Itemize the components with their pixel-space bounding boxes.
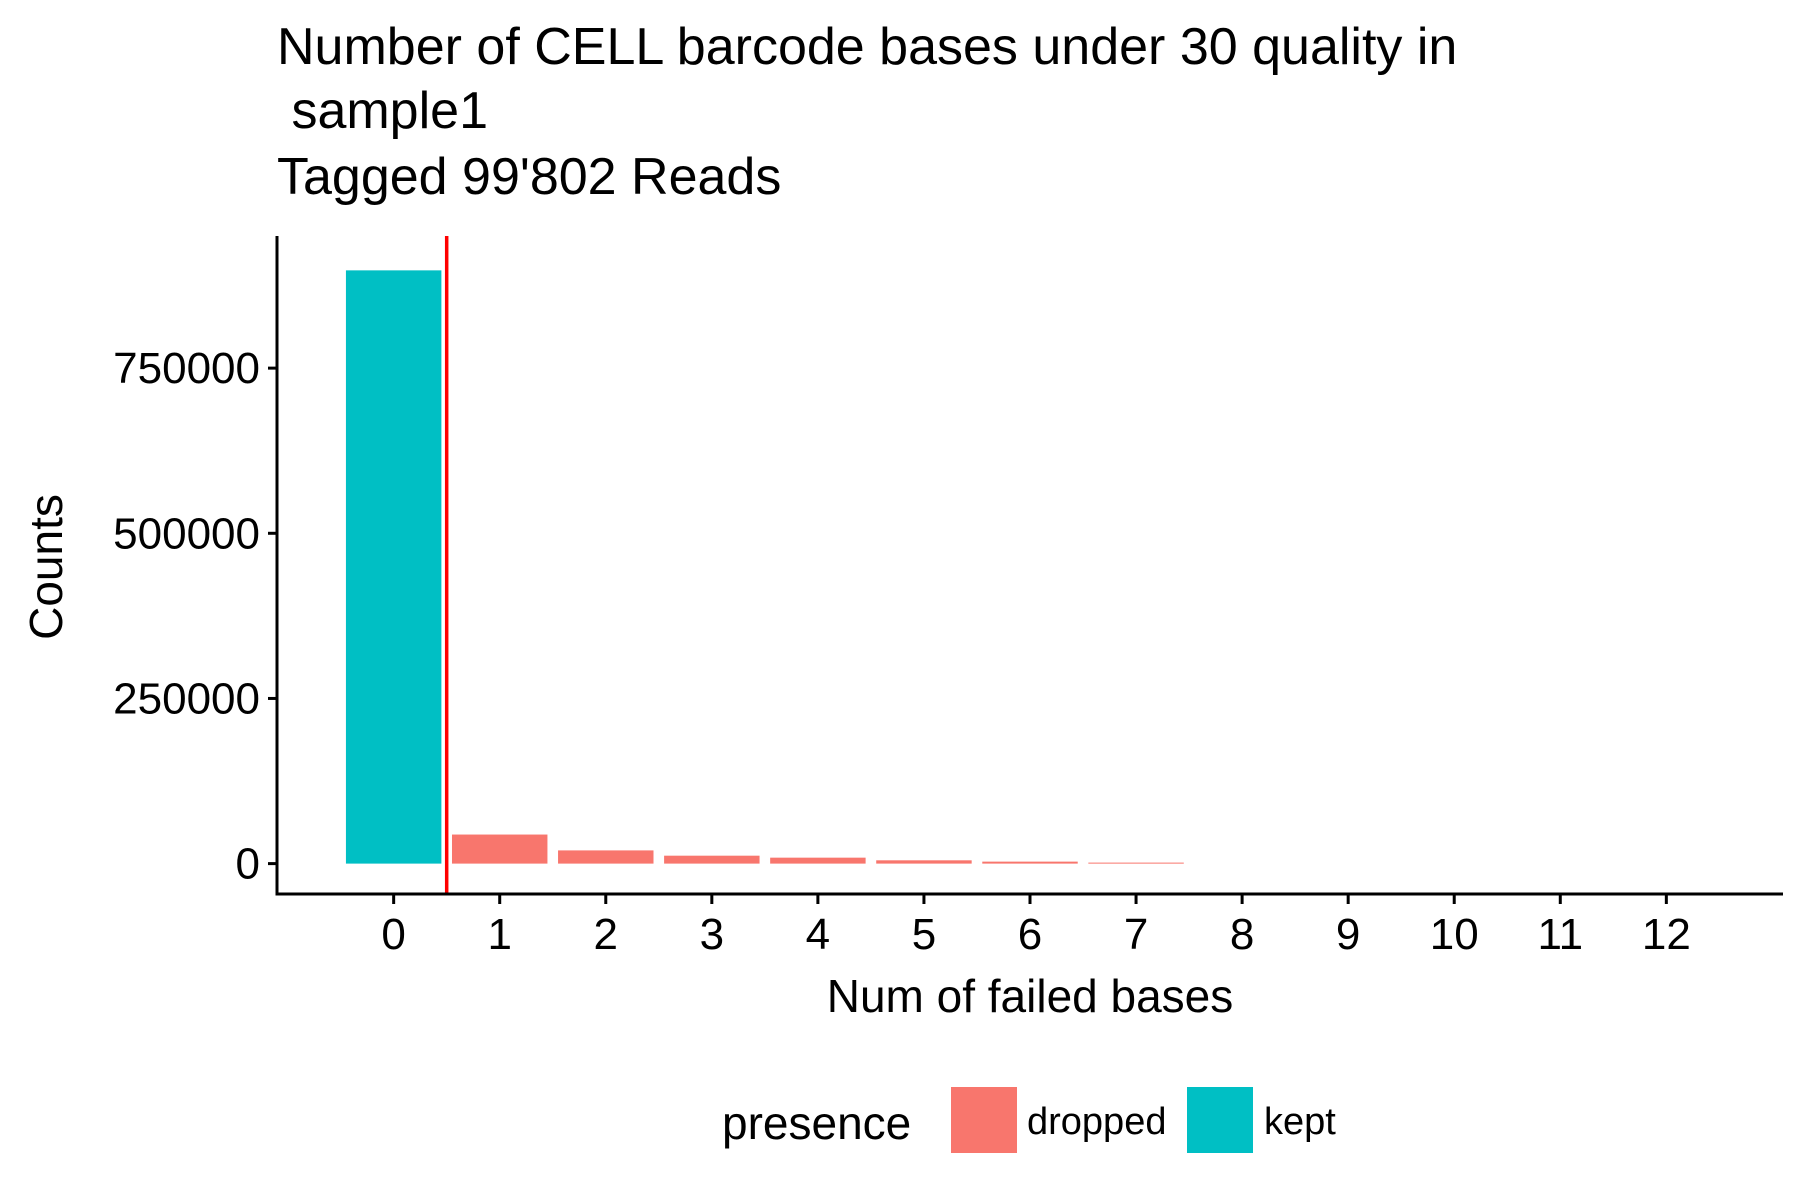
x-tick-label: 4	[806, 910, 830, 959]
x-tick-label: 5	[912, 910, 936, 959]
x-tick-label: 2	[594, 910, 618, 959]
bars	[345, 270, 1184, 864]
y-tick-label: 500000	[113, 509, 260, 558]
title-line-2: sample1	[277, 82, 488, 140]
x-tick-label: 11	[1537, 910, 1583, 959]
x-tick-label: 10	[1430, 910, 1479, 959]
bar-2	[558, 850, 654, 864]
y-axis-title: Counts	[20, 494, 72, 640]
legend-title: presence	[722, 1097, 911, 1149]
bar-3	[664, 855, 760, 864]
y-tick-label: 250000	[113, 674, 260, 723]
bar-1	[451, 834, 548, 864]
x-tick-label: 6	[1018, 910, 1042, 959]
x-tick-label: 12	[1642, 910, 1691, 959]
x-tick-label: 0	[381, 910, 405, 959]
bar-0	[345, 270, 442, 864]
x-tick-label: 7	[1124, 910, 1148, 959]
x-tick-label: 3	[700, 910, 724, 959]
x-axis-title: Num of failed bases	[827, 970, 1234, 1022]
y-tick-label: 0	[236, 840, 260, 889]
legend: presence dropped kept	[722, 1087, 1336, 1153]
bar-5	[876, 860, 972, 864]
legend-key-dropped	[951, 1087, 1017, 1153]
title-line-1: Number of CELL barcode bases under 30 qu…	[277, 18, 1457, 76]
legend-key-kept	[1187, 1087, 1253, 1153]
chart-title: Number of CELL barcode bases under 30 qu…	[277, 18, 1457, 206]
x-tick-label: 8	[1230, 910, 1254, 959]
legend-label-kept: kept	[1264, 1101, 1336, 1143]
x-axis-ticks: 0 1 2 3 4 5 6 7 8 9 10 11 12	[381, 894, 1691, 959]
title-line-3: Tagged 99'802 Reads	[277, 148, 781, 206]
bar-6	[982, 861, 1078, 864]
x-tick-label: 9	[1336, 910, 1360, 959]
legend-label-dropped: dropped	[1027, 1101, 1166, 1143]
bar-4	[770, 857, 866, 864]
y-axis-ticks: 0 250000 500000 750000	[113, 344, 277, 889]
x-tick-label: 1	[487, 910, 511, 959]
bar-7	[1088, 862, 1184, 864]
y-tick-label: 750000	[113, 344, 260, 393]
